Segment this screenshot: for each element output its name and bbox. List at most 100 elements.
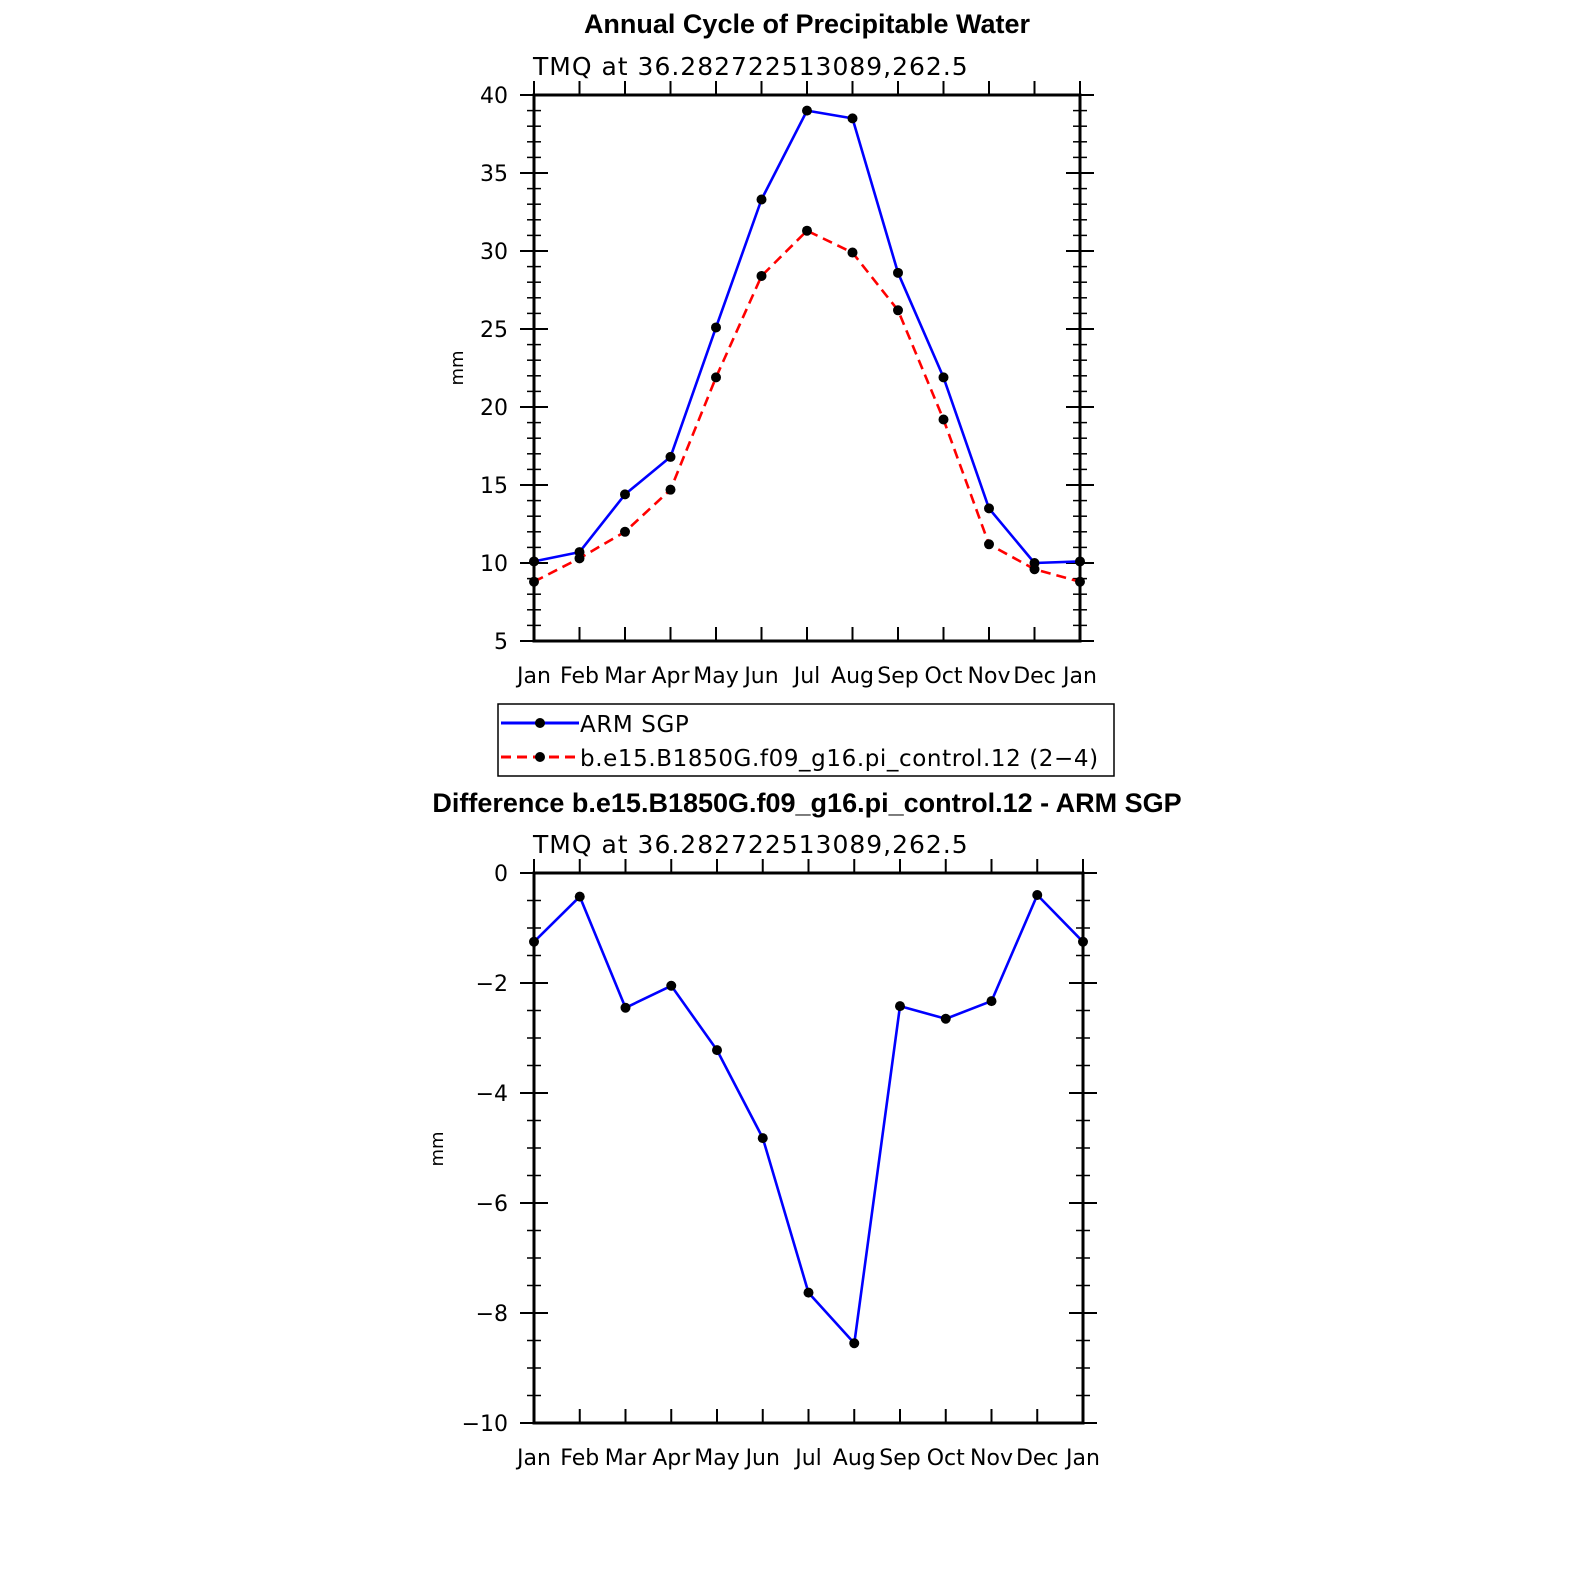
x-tick-label: Jul bbox=[793, 1446, 822, 1471]
x-tick-label: Jul bbox=[792, 664, 821, 689]
axis-ticks bbox=[520, 859, 1097, 1424]
data-point bbox=[1075, 556, 1085, 567]
data-point bbox=[802, 225, 812, 236]
x-tick-label: Mar bbox=[605, 1446, 647, 1471]
data-point bbox=[1075, 576, 1085, 587]
x-tick-label: May bbox=[693, 664, 738, 689]
y-tick-label: 15 bbox=[480, 474, 508, 499]
legend: ARM SGP b.e15.B1850G.f09_g16.pi_control.… bbox=[497, 703, 1115, 777]
series-line-1 bbox=[533, 229, 1081, 583]
x-tick-labels: Jan Feb Mar Apr May Jun Jul Aug Sep Oct Nov Dec Jan bbox=[515, 664, 1097, 689]
data-point bbox=[666, 980, 677, 991]
data-point bbox=[574, 891, 585, 902]
y-axis-label: mm bbox=[447, 350, 468, 385]
legend-label-model: b.e15.B1850G.f09_g16.pi_control.12 (2−4) bbox=[580, 746, 1099, 772]
y-tick-label: 5 bbox=[494, 630, 508, 655]
legend-marker-arm-sgp bbox=[535, 718, 545, 728]
x-tick-label: Nov bbox=[968, 664, 1011, 689]
legend-box bbox=[497, 703, 1115, 777]
y-tick-labels: −10 −8 −6 −4 −2 0 bbox=[462, 862, 508, 1437]
data-point bbox=[893, 305, 903, 316]
data-point bbox=[1032, 890, 1043, 900]
y-tick-label: −8 bbox=[476, 1302, 508, 1327]
data-point bbox=[893, 267, 903, 278]
y-tick-label: 30 bbox=[480, 240, 508, 265]
x-tick-label: Jun bbox=[744, 1446, 780, 1471]
plot-frame bbox=[532, 871, 1085, 1425]
series-group bbox=[529, 890, 1088, 1349]
data-point bbox=[938, 372, 949, 383]
data-point bbox=[984, 539, 994, 550]
x-tick-label: Sep bbox=[877, 664, 918, 689]
data-point bbox=[711, 372, 721, 383]
data-point bbox=[938, 414, 949, 425]
data-point bbox=[847, 247, 858, 258]
data-point bbox=[757, 1133, 768, 1144]
y-tick-label: −2 bbox=[476, 972, 508, 997]
x-tick-label: Aug bbox=[833, 1446, 876, 1471]
x-tick-label: Jan bbox=[1064, 1446, 1100, 1471]
y-tick-label: −10 bbox=[462, 1412, 508, 1437]
y-tick-label: 0 bbox=[494, 862, 508, 887]
data-point bbox=[940, 1013, 951, 1024]
x-tick-label: Jun bbox=[742, 664, 778, 689]
data-point bbox=[620, 489, 630, 500]
data-point bbox=[895, 1001, 905, 1012]
data-point bbox=[529, 576, 539, 587]
data-point bbox=[665, 484, 676, 495]
chart-subtitle: TMQ at 36.282722513089,262.5 bbox=[532, 830, 969, 859]
data-point bbox=[620, 526, 630, 537]
x-tick-label: Feb bbox=[560, 1446, 599, 1471]
chart-title: Annual Cycle of Precipitable Water bbox=[584, 9, 1031, 39]
data-point bbox=[986, 996, 997, 1007]
axis-ticks bbox=[520, 81, 1094, 642]
series-line-0 bbox=[533, 109, 1081, 565]
series-line-0 bbox=[533, 893, 1084, 1345]
data-point bbox=[1029, 564, 1040, 575]
x-tick-label: Jan bbox=[515, 664, 551, 689]
annual-cycle-chart: Annual Cycle of Precipitable Water TMQ a… bbox=[447, 9, 1097, 689]
legend-marker-model bbox=[535, 752, 545, 762]
x-tick-label: Mar bbox=[604, 664, 646, 689]
data-point bbox=[529, 556, 539, 567]
y-tick-label: 20 bbox=[480, 396, 508, 421]
data-point bbox=[1078, 936, 1088, 947]
x-tick-label: Jan bbox=[515, 1446, 551, 1471]
data-point bbox=[665, 451, 676, 462]
data-point bbox=[849, 1338, 860, 1349]
difference-chart: Difference b.e15.B1850G.f09_g16.pi_contr… bbox=[427, 788, 1182, 1471]
data-point bbox=[984, 503, 994, 514]
x-tick-label: May bbox=[694, 1446, 739, 1471]
series-group bbox=[529, 105, 1085, 587]
data-point bbox=[802, 105, 812, 116]
y-axis-label: mm bbox=[427, 1131, 448, 1166]
plot-frame bbox=[532, 93, 1082, 643]
legend-label-arm-sgp: ARM SGP bbox=[580, 712, 689, 738]
x-tick-label: Apr bbox=[652, 1446, 691, 1471]
x-tick-label: Dec bbox=[1013, 664, 1056, 689]
y-tick-labels: 5 10 15 20 25 30 35 40 bbox=[480, 84, 508, 655]
data-point bbox=[803, 1287, 814, 1298]
y-tick-label: 10 bbox=[480, 552, 508, 577]
y-tick-label: 40 bbox=[480, 84, 508, 109]
chart-title: Difference b.e15.B1850G.f09_g16.pi_contr… bbox=[432, 788, 1181, 818]
x-tick-label: Jan bbox=[1061, 664, 1097, 689]
y-tick-label: −4 bbox=[476, 1082, 508, 1107]
y-tick-label: −6 bbox=[476, 1192, 508, 1217]
x-tick-label: Oct bbox=[924, 664, 962, 689]
y-tick-label: 25 bbox=[480, 318, 508, 343]
data-point bbox=[711, 322, 721, 333]
data-point bbox=[712, 1045, 722, 1056]
y-tick-label: 35 bbox=[480, 162, 508, 187]
x-tick-label: Aug bbox=[831, 664, 874, 689]
x-tick-label: Apr bbox=[651, 664, 690, 689]
chart-subtitle: TMQ at 36.282722513089,262.5 bbox=[532, 52, 969, 81]
x-tick-label: Oct bbox=[927, 1446, 965, 1471]
x-tick-labels: Jan Feb Mar Apr May Jun Jul Aug Sep Oct Nov Dec Jan bbox=[515, 1446, 1100, 1471]
data-point bbox=[574, 553, 585, 564]
data-point bbox=[756, 194, 767, 205]
x-tick-label: Feb bbox=[560, 664, 599, 689]
data-point bbox=[529, 936, 539, 947]
data-point bbox=[620, 1002, 631, 1013]
